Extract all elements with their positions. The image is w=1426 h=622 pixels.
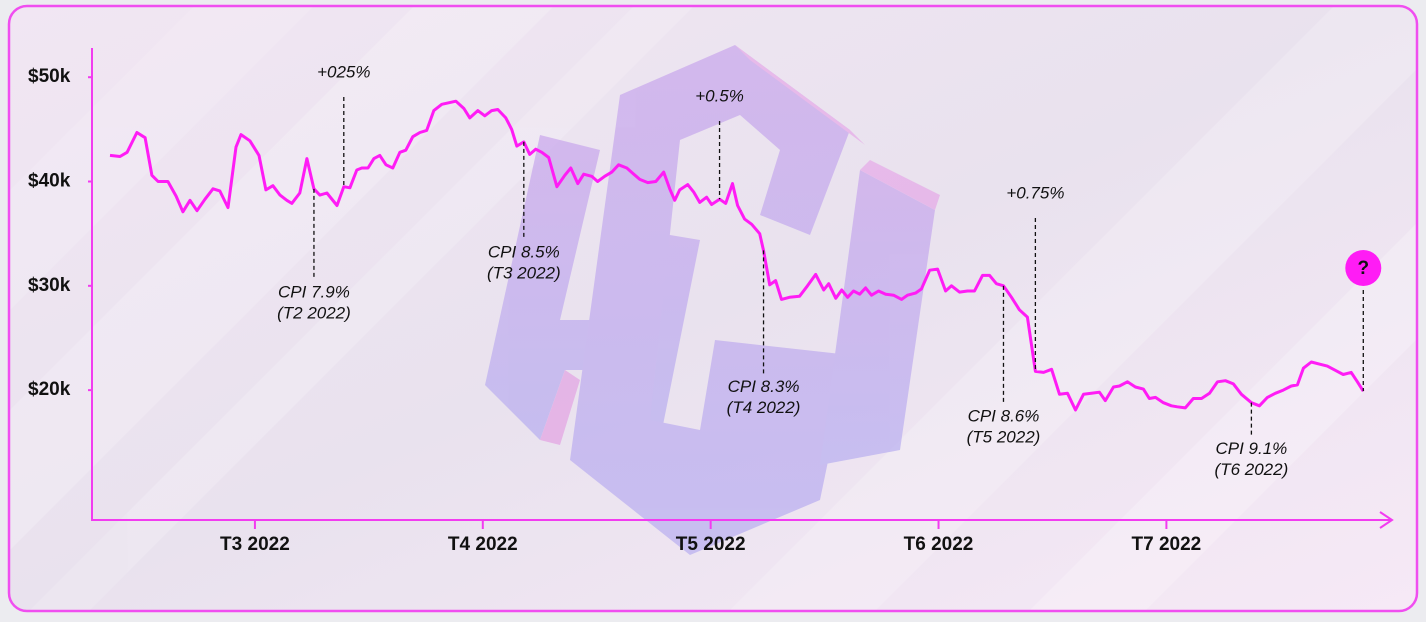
- card-background: [9, 6, 1417, 611]
- annotation-label: CPI 9.1%: [1215, 439, 1287, 458]
- logo-watermark: [485, 45, 940, 555]
- x-tick-label: T7 2022: [1132, 534, 1202, 555]
- x-tick-label: T3 2022: [220, 534, 290, 555]
- annotation-sublabel: (T2 2022): [277, 303, 351, 322]
- y-tick-label: $40k: [28, 171, 71, 192]
- x-tick-label: T4 2022: [448, 534, 518, 555]
- annotation-sublabel: (T3 2022): [487, 263, 561, 282]
- annotation-sublabel: (T4 2022): [727, 398, 801, 417]
- y-tick-label: $30k: [28, 275, 71, 296]
- price-line: [109, 99, 1365, 412]
- annotation-sublabel: (T6 2022): [1215, 460, 1289, 479]
- y-tick-label: $20k: [28, 379, 71, 400]
- annotation-label: CPI 8.5%: [488, 242, 560, 261]
- annotation-label: CPI 8.3%: [728, 377, 800, 396]
- axis-lines: [91, 48, 1392, 521]
- annotation-label: CPI 8.6%: [968, 406, 1040, 425]
- y-tick-label: $50k: [28, 66, 71, 87]
- annotation-sublabel: (T5 2022): [967, 427, 1041, 446]
- annotation-label: +0.5%: [695, 86, 744, 105]
- annotation-marker-label: ?: [1357, 258, 1369, 279]
- card-border: [7, 4, 1419, 613]
- annotation-label: CPI 7.9%: [278, 282, 350, 301]
- x-tick-label: T5 2022: [676, 534, 746, 555]
- axes: [91, 48, 1394, 529]
- annotation-marker: [1345, 250, 1382, 286]
- x-tick-label: T6 2022: [904, 534, 974, 555]
- x-axis-arrow: [1379, 511, 1394, 529]
- annotation-label: +0.75%: [1006, 183, 1064, 202]
- annotation-label: +025%: [317, 62, 370, 81]
